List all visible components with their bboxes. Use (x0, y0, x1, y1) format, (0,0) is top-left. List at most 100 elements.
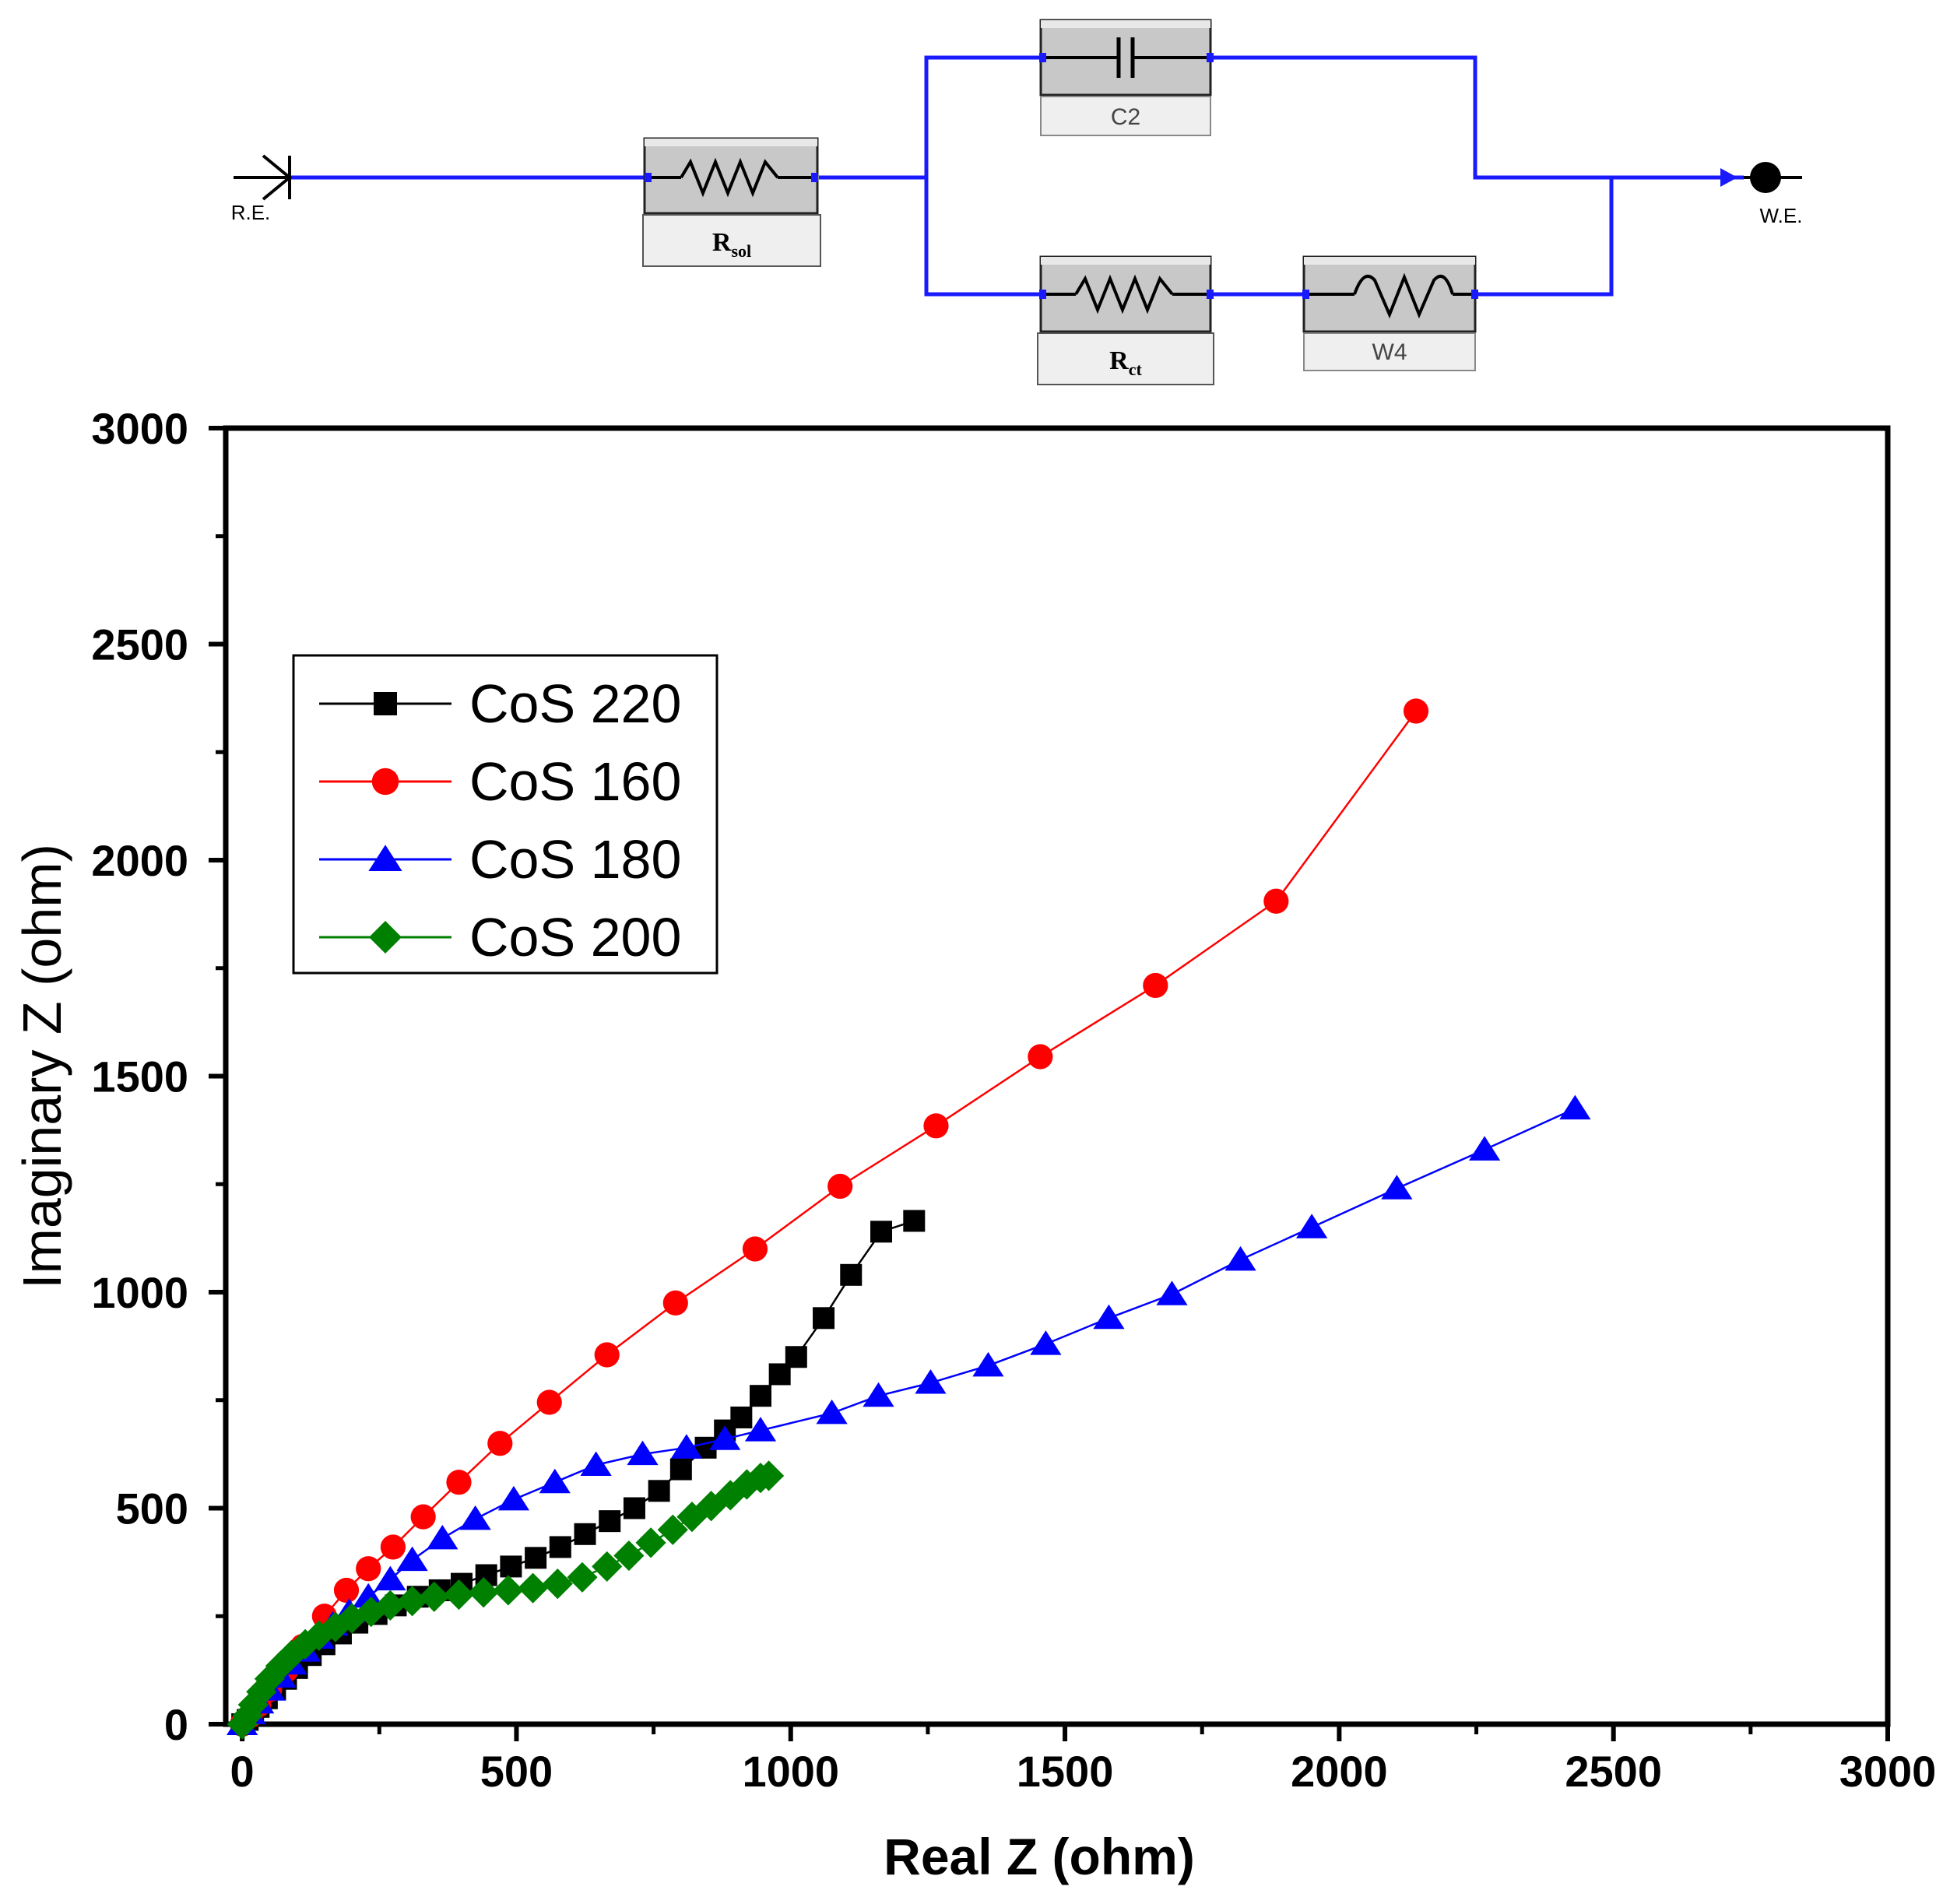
data-point-cos-160 (356, 1556, 381, 1582)
data-point-cos-200 (468, 1577, 499, 1608)
legend-marker (369, 921, 402, 954)
series-cos-180 (227, 1094, 1591, 1735)
legend-marker (371, 768, 399, 796)
data-point-cos-220 (599, 1510, 621, 1533)
data-point-cos-200 (517, 1572, 549, 1604)
x-tick-label: 500 (480, 1747, 553, 1796)
data-point-cos-160 (742, 1236, 768, 1262)
y-tick-label: 1500 (91, 1052, 188, 1101)
data-point-cos-180 (1381, 1175, 1413, 1200)
data-point-cos-220 (648, 1480, 670, 1502)
legend-label: CoS 180 (469, 829, 681, 890)
data-point-cos-180 (915, 1369, 947, 1394)
legend-marker (374, 692, 397, 715)
x-axis-ticks: 0 500 1000 1500 2000 2500 3000 (230, 1724, 1936, 1796)
data-point-cos-180 (396, 1546, 428, 1572)
r-ct-subscript: ct (1129, 360, 1143, 379)
data-point-cos-180 (1156, 1280, 1188, 1305)
data-point-cos-180 (709, 1425, 741, 1450)
data-point-cos-180 (1093, 1304, 1125, 1330)
data-point-cos-180 (374, 1565, 406, 1591)
y-tick-label: 0 (164, 1700, 188, 1749)
data-point-cos-160 (1143, 972, 1168, 999)
x-tick-label: 0 (230, 1747, 255, 1796)
data-point-cos-220 (623, 1497, 645, 1519)
data-point-cos-220 (549, 1536, 571, 1558)
data-point-cos-160 (1263, 888, 1289, 914)
data-point-cos-180 (972, 1351, 1004, 1377)
legend-label: CoS 200 (469, 907, 681, 968)
data-point-cos-180 (670, 1434, 703, 1459)
data-point-cos-200 (246, 1676, 277, 1707)
r-sol-subscript: sol (731, 241, 751, 261)
data-point-cos-180 (1224, 1245, 1256, 1271)
data-point-cos-220 (785, 1346, 807, 1368)
data-point-cos-220 (813, 1307, 835, 1330)
data-point-cos-180 (497, 1485, 530, 1511)
data-point-cos-180 (1296, 1214, 1328, 1238)
data-point-cos-200 (374, 1590, 406, 1621)
data-point-cos-200 (396, 1586, 428, 1617)
data-point-cos-220 (870, 1221, 893, 1243)
y-tick-label: 2000 (91, 836, 188, 885)
equivalent-circuit: R.E. W.E. Rsol (231, 19, 1802, 385)
x-tick-label: 2500 (1565, 1747, 1662, 1796)
data-point-cos-160 (446, 1470, 472, 1495)
data-point-cos-180 (459, 1505, 491, 1530)
working-electrode-label: W.E. (1760, 204, 1803, 227)
data-point-cos-200 (613, 1540, 645, 1572)
data-point-cos-160 (410, 1504, 436, 1530)
legend-item-cos-180: CoS 180 (319, 829, 681, 890)
data-point-cos-160 (487, 1431, 513, 1456)
legend-item-cos-200: CoS 200 (319, 907, 681, 968)
solution-resistor: Rsol (642, 137, 821, 267)
x-axis-label: Real Z (ohm) (884, 1828, 1195, 1885)
data-point-cos-180 (580, 1451, 612, 1476)
data-point-cos-200 (635, 1527, 666, 1558)
nyquist-chart: 0 500 1000 1500 2000 2500 3000 0 500 1000 1500 200… (12, 404, 1936, 1885)
svg-text:Rct: Rct (1109, 346, 1142, 379)
warburg-element-w4: W4 (1302, 255, 1478, 371)
x-tick-label: 1500 (1017, 1747, 1114, 1796)
legend-label: CoS 220 (469, 673, 681, 734)
circuit-wires (288, 55, 1744, 297)
data-point-cos-180 (744, 1417, 777, 1442)
data-point-cos-200 (592, 1551, 623, 1583)
data-point-cos-200 (443, 1579, 475, 1611)
y-axis-ticks: 0 500 1000 1500 2000 2500 3000 (91, 404, 226, 1749)
data-point-cos-180 (539, 1468, 571, 1494)
data-point-cos-200 (657, 1514, 688, 1545)
data-point-cos-200 (493, 1575, 524, 1606)
working-electrode-terminal: W.E. (1720, 162, 1802, 227)
warburg-label: W4 (1372, 339, 1407, 365)
reference-electrode-label: R.E. (231, 201, 271, 224)
svg-text:Rsol: Rsol (712, 228, 751, 261)
charge-transfer-resistor: Rct (1037, 255, 1214, 385)
data-point-cos-220 (500, 1555, 522, 1578)
legend-item-cos-220: CoS 220 (319, 673, 681, 734)
capacitor-c2: C2 (1039, 19, 1214, 136)
data-point-cos-220 (730, 1406, 753, 1428)
r-sol-label: R (712, 228, 732, 257)
data-point-cos-220 (750, 1385, 772, 1407)
y-tick-label: 3000 (91, 404, 188, 453)
data-point-cos-160 (662, 1290, 688, 1316)
data-point-cos-200 (753, 1460, 785, 1491)
legend-label: CoS 160 (469, 751, 681, 812)
data-point-cos-180 (1030, 1330, 1062, 1355)
y-axis-label: Imaginary Z (ohm) (12, 844, 72, 1289)
data-point-cos-160 (1403, 698, 1429, 724)
reference-electrode-terminal: R.E. (231, 154, 293, 224)
data-point-cos-160 (380, 1534, 406, 1560)
data-point-cos-160 (827, 1173, 853, 1200)
data-point-cos-220 (574, 1523, 596, 1545)
series-line-cos-180 (241, 1107, 1576, 1725)
x-tick-label: 1000 (742, 1747, 839, 1796)
data-point-cos-160 (333, 1577, 360, 1604)
data-point-cos-180 (427, 1524, 459, 1550)
data-point-cos-180 (863, 1382, 894, 1407)
data-point-cos-180 (627, 1440, 659, 1466)
data-point-cos-200 (542, 1569, 573, 1600)
data-point-cos-160 (923, 1113, 949, 1139)
data-point-cos-160 (594, 1342, 620, 1368)
